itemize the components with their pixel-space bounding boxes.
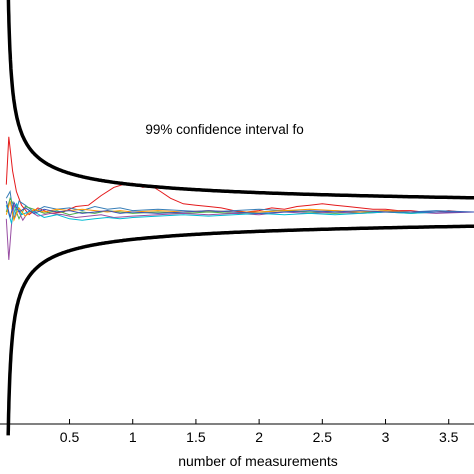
series-line-4	[5, 204, 474, 260]
series-line-3	[5, 196, 474, 221]
x-tick-label-2: 1	[129, 429, 137, 445]
x-axis: 0.5 1 1.5 2 2.5 3 3.5	[60, 419, 459, 445]
x-tick-label-1: 0.5	[60, 429, 80, 445]
x-tick-label-4: 2	[255, 429, 263, 445]
series-line-7	[5, 200, 474, 218]
x-tick-label-5: 2.5	[313, 429, 333, 445]
chart-annotation: 99% confidence interval fo	[145, 122, 303, 137]
x-axis-label: number of measurements	[178, 453, 338, 469]
x-tick-label-6: 3	[382, 429, 390, 445]
confidence-bound-lower	[6, 224, 474, 436]
confidence-bound-upper	[6, 0, 474, 200]
plot-area	[0, 0, 474, 436]
x-tick-label-7: 3.5	[439, 429, 459, 445]
series-line-5	[5, 202, 474, 225]
x-tick-label-3: 1.5	[186, 429, 206, 445]
